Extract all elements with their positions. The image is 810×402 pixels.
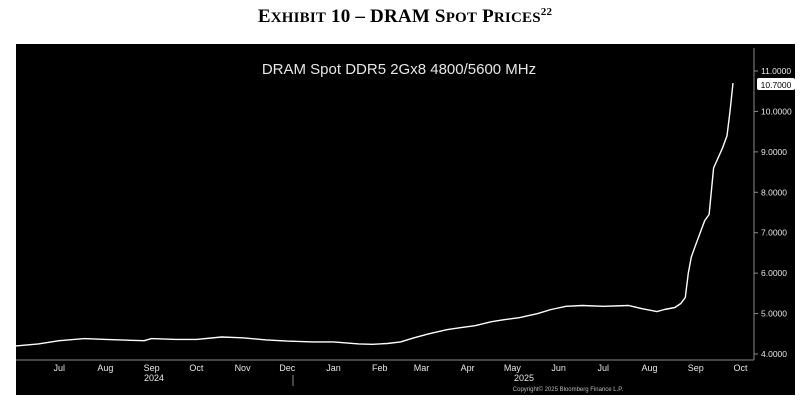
series-line-dram-spot xyxy=(15,83,734,347)
title-part-s: S xyxy=(434,6,446,27)
year-label-2024: 2024 xyxy=(144,373,164,383)
exhibit-title: Exhibit 10 – DRAM Spot Prices22 xyxy=(0,6,810,28)
y-tick-label: 10.0000 xyxy=(761,106,792,116)
x-tick-group: Jul Aug Sep Oct Nov Dec Jan Feb Mar Apr May Jun Jul A… xyxy=(53,363,747,373)
title-part-middle: 10 – DRAM xyxy=(326,6,435,27)
last-value-badge xyxy=(757,78,795,90)
y-tick-label: 7.0000 xyxy=(761,228,787,238)
price-chart: DRAM Spot DDR5 2Gx8 4800/5600 MHz 4.0000… xyxy=(15,44,795,395)
title-first-letter: E xyxy=(257,6,271,27)
copyright-text: Copyright© 2025 Bloomberg Finance L.P. xyxy=(513,386,624,393)
chart-title: DRAM Spot DDR5 2Gx8 4800/5600 MHz xyxy=(262,61,536,78)
title-part-p: P xyxy=(477,6,494,27)
y-tick-label: 5.0000 xyxy=(761,309,787,319)
x-tick-label: Dec xyxy=(279,363,296,373)
x-tick-label: Mar xyxy=(414,363,430,373)
year-label-2025: 2025 xyxy=(514,373,534,383)
x-tick-label: Jan xyxy=(326,363,341,373)
x-tick-label: Sep xyxy=(688,363,704,373)
footnote-marker: 22 xyxy=(540,6,553,18)
chart-background xyxy=(16,44,795,395)
x-tick-label: Feb xyxy=(372,363,388,373)
x-tick-label: Apr xyxy=(461,363,475,373)
x-tick-label: Aug xyxy=(97,363,113,373)
x-tick-label: Aug xyxy=(642,363,658,373)
title-part-xhibit: xhibit xyxy=(270,10,327,26)
title-part-pot: pot xyxy=(445,10,478,26)
title-part-rices: rices xyxy=(493,10,541,26)
x-tick-label: Oct xyxy=(189,363,204,373)
y-tick-label: 9.0000 xyxy=(761,147,787,157)
x-tick-label: Oct xyxy=(733,363,748,373)
last-value-label: 10.7000 xyxy=(761,80,792,90)
y-tick-label: 11.0000 xyxy=(761,66,791,76)
x-tick-label: May xyxy=(504,363,522,373)
x-tick-label: Jun xyxy=(551,363,566,373)
x-tick-label: Sep xyxy=(144,363,160,373)
x-tick-label: Nov xyxy=(235,363,252,373)
x-tick-label: Jul xyxy=(598,363,610,373)
y-tick-label: 4.0000 xyxy=(761,349,787,359)
y-tick-label: 8.0000 xyxy=(761,187,787,197)
y-tick-label: 6.0000 xyxy=(761,268,787,278)
x-tick-label: Jul xyxy=(53,363,65,373)
chart-panel: DRAM Spot DDR5 2Gx8 4800/5600 MHz 4.0000… xyxy=(15,44,795,395)
y-tick-group: 4.0000 5.0000 6.0000 7.0000 8.0000 9.0000 10.0… xyxy=(754,66,792,359)
